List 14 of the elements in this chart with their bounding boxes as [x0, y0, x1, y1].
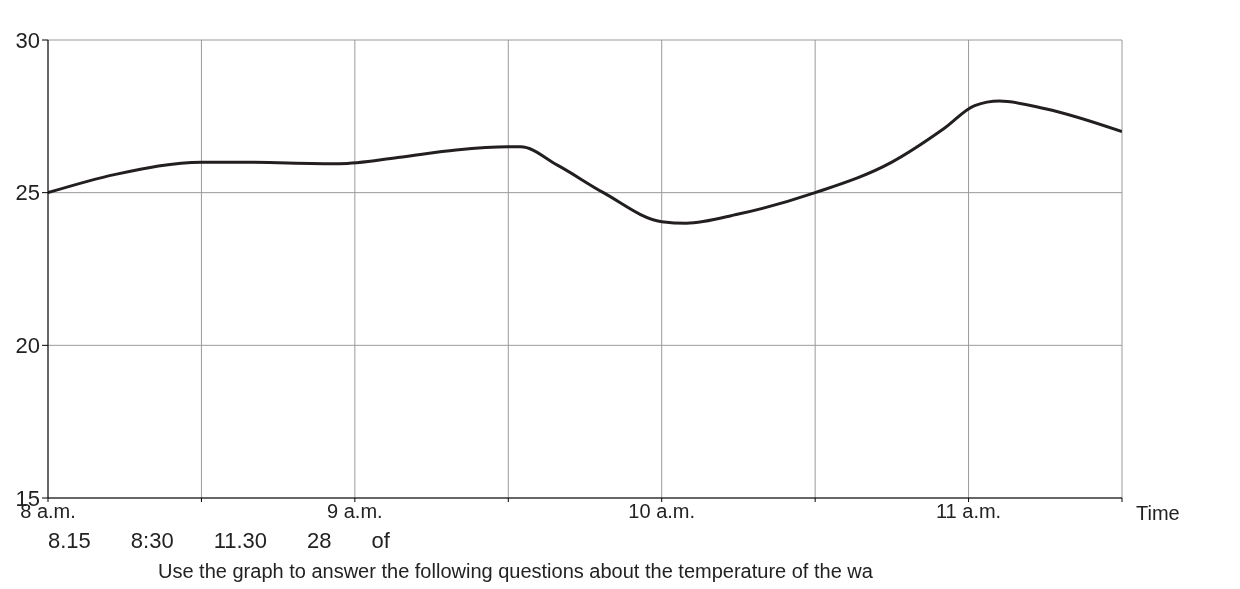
- line-series: [48, 99, 1122, 225]
- x-tick-label: 10 a.m.: [628, 500, 696, 523]
- x-tick-label: 11 a.m.: [935, 500, 1002, 523]
- text: of: [371, 528, 390, 554]
- y-tick-label: 20: [15, 333, 40, 359]
- y-tick-label: 30: [15, 27, 40, 53]
- text: 28: [307, 528, 332, 554]
- text: Use the graph to answer the following questions about the temperature of the wa: [157, 560, 874, 583]
- text: 8.15: [48, 528, 91, 554]
- text: 8:30: [130, 528, 174, 554]
- x-tick-label: 9 a.m.: [327, 500, 383, 523]
- y-tick-label: 25: [15, 180, 40, 206]
- x-axis-title: Time: [1136, 502, 1180, 525]
- text: 11.30: [213, 528, 268, 554]
